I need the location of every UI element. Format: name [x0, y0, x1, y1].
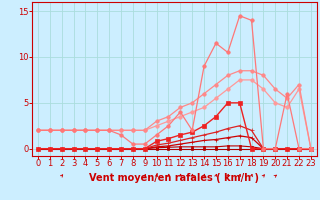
X-axis label: Vent moyen/en rafales ( km/h ): Vent moyen/en rafales ( km/h ): [89, 173, 260, 183]
